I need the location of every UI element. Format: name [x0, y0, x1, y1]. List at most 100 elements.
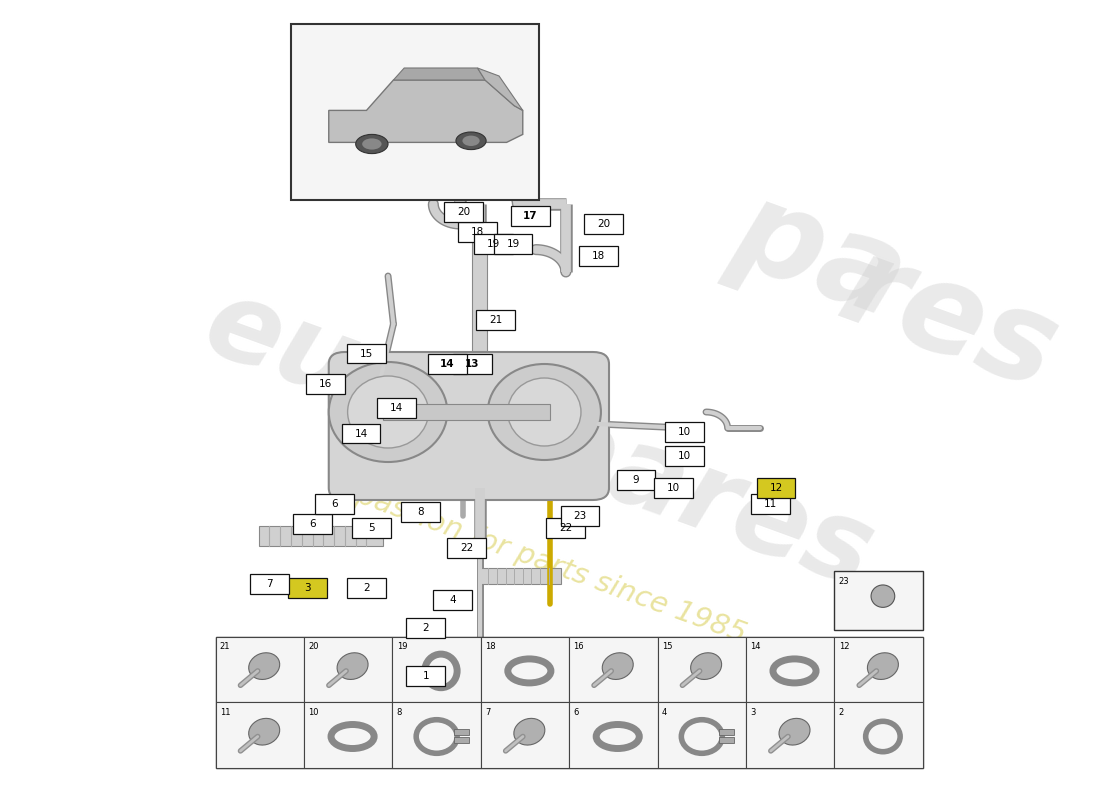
Text: 15: 15 — [662, 642, 672, 651]
Polygon shape — [329, 80, 522, 142]
Ellipse shape — [329, 362, 448, 462]
Text: 4: 4 — [662, 708, 667, 717]
Bar — [719, 737, 734, 743]
Ellipse shape — [779, 718, 810, 745]
Text: 2: 2 — [363, 583, 370, 593]
FancyBboxPatch shape — [352, 518, 392, 538]
Text: 13: 13 — [465, 359, 480, 369]
Text: 20: 20 — [456, 207, 470, 217]
Text: 20: 20 — [308, 642, 319, 651]
Text: 14: 14 — [390, 403, 404, 413]
Text: 7: 7 — [485, 708, 491, 717]
Text: 20: 20 — [597, 219, 611, 229]
Bar — [569, 637, 658, 702]
Text: 8: 8 — [397, 708, 401, 717]
Text: 2: 2 — [838, 708, 844, 717]
Text: 4: 4 — [450, 595, 456, 605]
FancyBboxPatch shape — [288, 578, 327, 598]
Text: 22: 22 — [460, 543, 473, 553]
Text: 6: 6 — [309, 519, 316, 529]
FancyBboxPatch shape — [329, 352, 609, 500]
FancyBboxPatch shape — [453, 354, 492, 374]
FancyBboxPatch shape — [406, 666, 446, 686]
Text: 16: 16 — [573, 642, 584, 651]
FancyBboxPatch shape — [458, 222, 497, 242]
Bar — [304, 702, 393, 768]
FancyBboxPatch shape — [377, 398, 416, 418]
Ellipse shape — [874, 729, 891, 745]
Polygon shape — [394, 68, 485, 80]
Polygon shape — [477, 68, 522, 110]
FancyBboxPatch shape — [751, 494, 790, 514]
Text: 12: 12 — [770, 483, 783, 493]
Ellipse shape — [871, 585, 894, 607]
Text: 16: 16 — [319, 379, 332, 389]
Text: 2: 2 — [422, 623, 429, 633]
FancyBboxPatch shape — [666, 422, 704, 442]
Ellipse shape — [868, 653, 899, 679]
Ellipse shape — [249, 653, 279, 679]
FancyBboxPatch shape — [444, 202, 483, 222]
Text: 14: 14 — [440, 359, 454, 369]
Text: 6: 6 — [331, 499, 338, 509]
FancyBboxPatch shape — [306, 374, 345, 394]
Bar — [658, 637, 746, 702]
Text: 17: 17 — [522, 211, 538, 221]
FancyBboxPatch shape — [510, 206, 550, 226]
FancyBboxPatch shape — [348, 578, 386, 598]
Text: 1: 1 — [422, 671, 429, 681]
Text: 22: 22 — [559, 523, 572, 533]
Text: 10: 10 — [678, 451, 691, 461]
Text: 10: 10 — [678, 427, 691, 437]
FancyBboxPatch shape — [433, 590, 472, 610]
FancyBboxPatch shape — [654, 478, 693, 498]
Text: 18: 18 — [471, 227, 484, 237]
Text: 19: 19 — [487, 239, 500, 249]
Bar — [480, 568, 561, 584]
FancyBboxPatch shape — [428, 354, 466, 374]
Text: res: res — [824, 226, 1072, 414]
Bar — [454, 737, 469, 743]
Text: 3: 3 — [750, 708, 756, 717]
Bar — [481, 637, 569, 702]
FancyBboxPatch shape — [294, 514, 332, 534]
Text: 10: 10 — [667, 483, 680, 493]
Bar — [569, 702, 658, 768]
Bar — [258, 526, 383, 546]
FancyBboxPatch shape — [474, 234, 513, 254]
FancyBboxPatch shape — [561, 506, 600, 526]
Ellipse shape — [348, 376, 429, 448]
FancyBboxPatch shape — [584, 214, 623, 234]
FancyBboxPatch shape — [315, 494, 353, 514]
Text: 14: 14 — [750, 642, 761, 651]
Bar — [834, 637, 923, 702]
Bar — [393, 637, 481, 702]
Bar — [304, 637, 393, 702]
Bar — [746, 702, 834, 768]
Text: 6: 6 — [573, 708, 579, 717]
Text: 12: 12 — [838, 642, 849, 651]
Bar — [216, 637, 304, 702]
FancyBboxPatch shape — [402, 502, 440, 522]
Text: pa: pa — [717, 170, 922, 342]
Bar — [383, 404, 550, 420]
Ellipse shape — [341, 731, 364, 742]
FancyBboxPatch shape — [448, 538, 486, 558]
Text: 18: 18 — [485, 642, 496, 651]
Bar — [472, 236, 487, 368]
Text: 7: 7 — [266, 579, 273, 589]
Text: a passion for parts since 1985: a passion for parts since 1985 — [328, 472, 750, 648]
FancyBboxPatch shape — [666, 446, 704, 466]
Text: 14: 14 — [354, 429, 367, 438]
Text: 11: 11 — [220, 708, 230, 717]
Ellipse shape — [362, 138, 382, 150]
Text: 11: 11 — [764, 499, 778, 509]
Text: 21: 21 — [490, 315, 503, 325]
Text: 21: 21 — [220, 642, 230, 651]
Bar — [719, 729, 734, 735]
Bar — [658, 702, 746, 768]
Ellipse shape — [249, 718, 279, 745]
Text: 18: 18 — [592, 251, 605, 261]
Ellipse shape — [508, 378, 581, 446]
Text: 19: 19 — [397, 642, 407, 651]
